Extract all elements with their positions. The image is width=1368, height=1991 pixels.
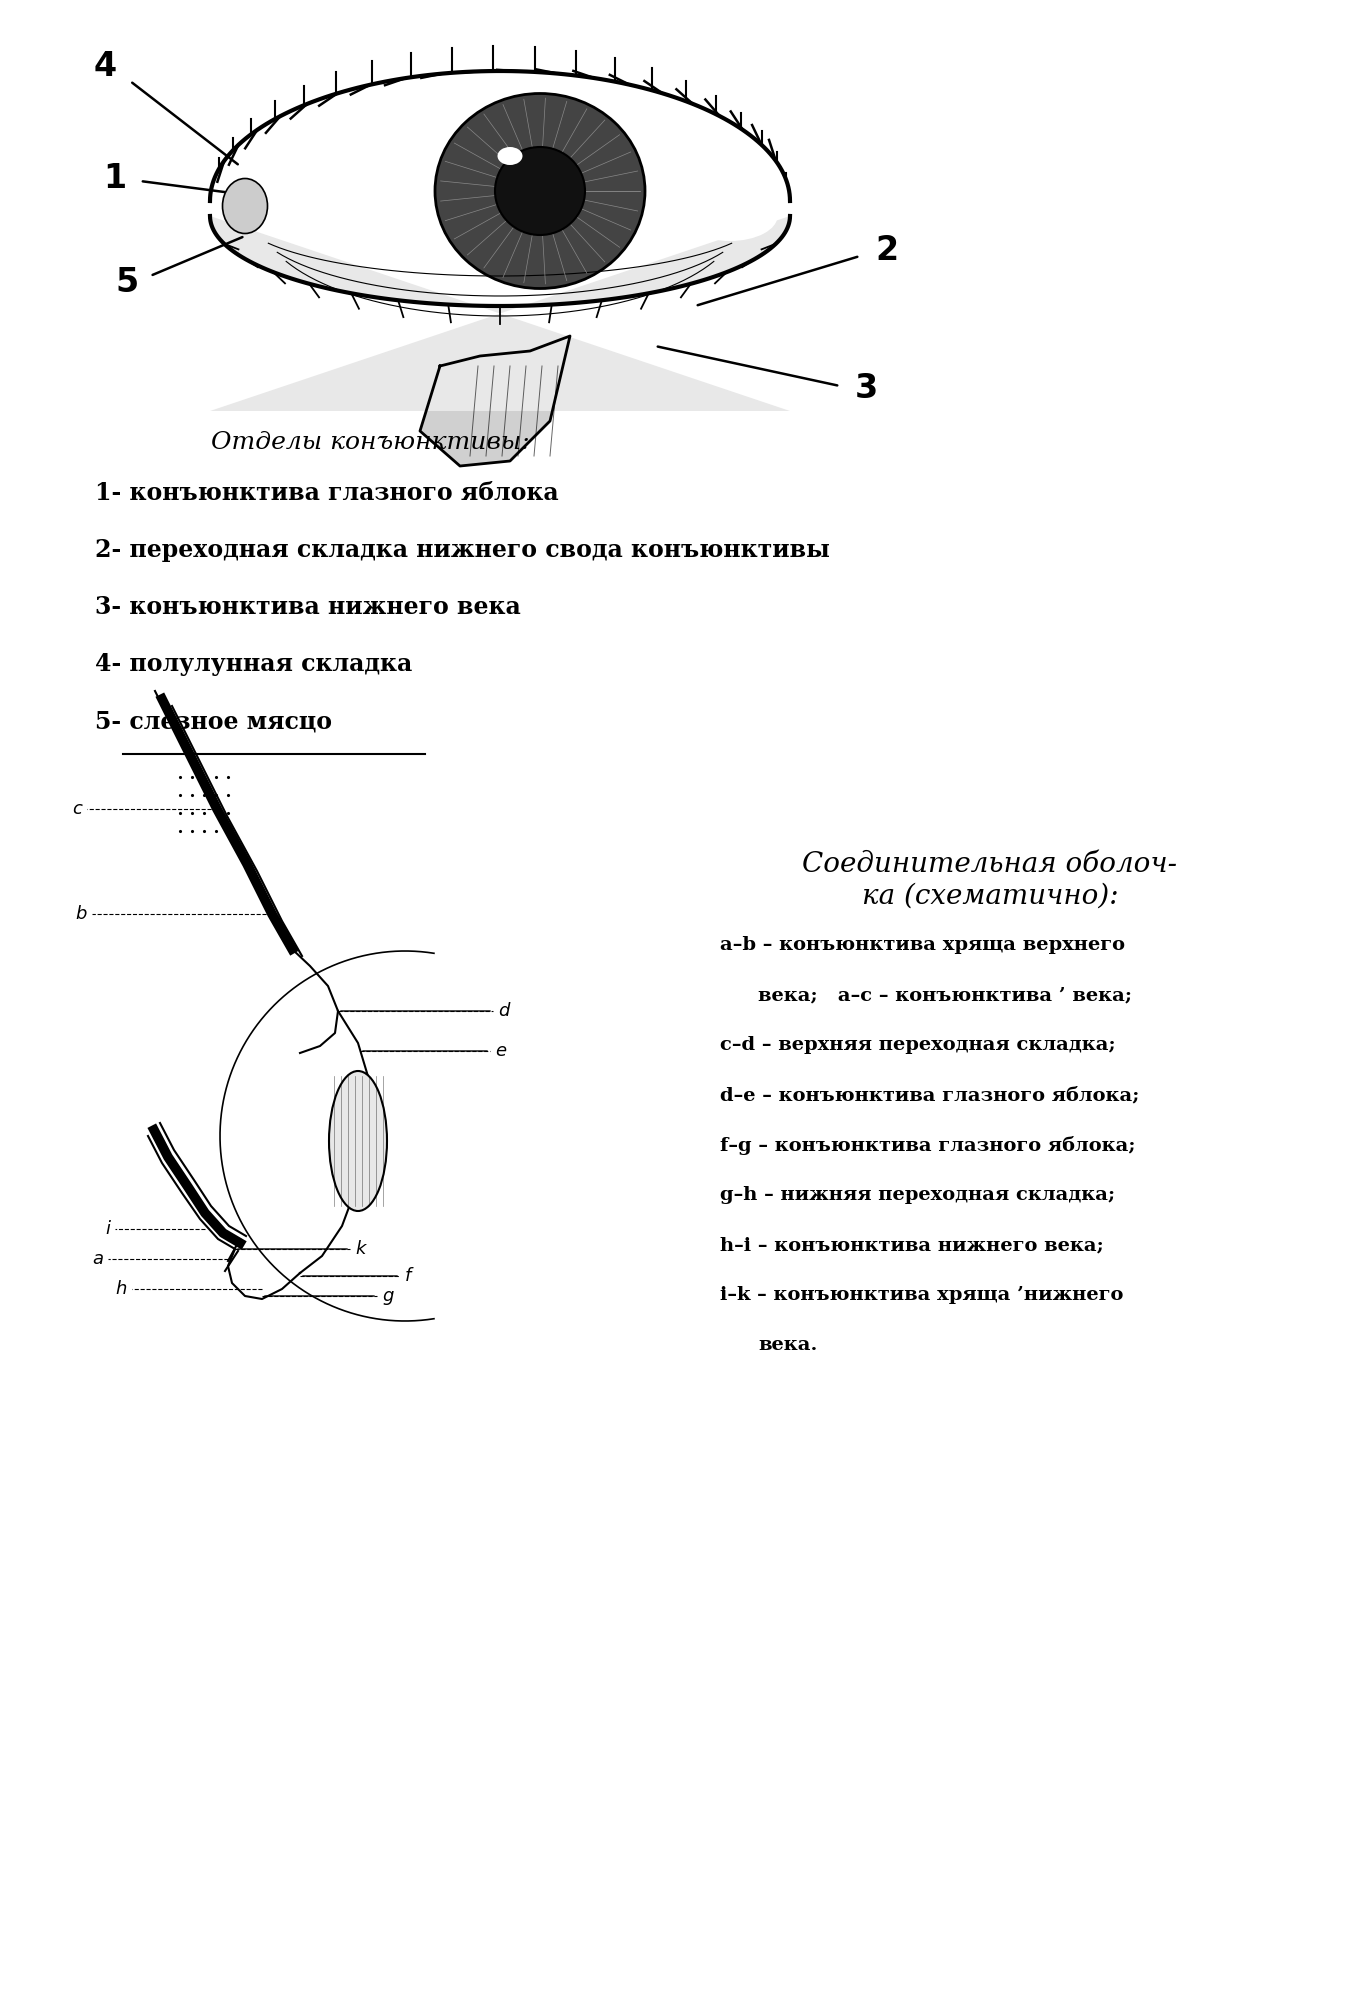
- Text: c: c: [73, 800, 82, 818]
- Text: 3- конъюнктива нижнего века: 3- конъюнктива нижнего века: [94, 595, 521, 619]
- Text: Соединительная оболоч-
ка (схематично):: Соединительная оболоч- ка (схематично):: [803, 850, 1178, 910]
- Text: 4: 4: [93, 50, 116, 82]
- Polygon shape: [211, 215, 789, 410]
- Ellipse shape: [328, 1071, 387, 1211]
- Text: d–e – конъюнктива глазного яблока;: d–e – конъюнктива глазного яблока;: [720, 1085, 1140, 1103]
- Text: h: h: [116, 1280, 127, 1298]
- Polygon shape: [420, 336, 570, 466]
- Text: g: g: [382, 1286, 394, 1304]
- Ellipse shape: [498, 147, 523, 165]
- Text: 5: 5: [115, 267, 138, 299]
- Ellipse shape: [223, 179, 268, 233]
- Text: g–h – нижняя переходная складка;: g–h – нижняя переходная складка;: [720, 1187, 1115, 1205]
- Text: века;   a–c – конъюнктива ’ века;: века; a–c – конъюнктива ’ века;: [758, 986, 1131, 1003]
- Text: 2- переходная складка нижнего свода конъюнктивы: 2- переходная складка нижнего свода конъ…: [94, 538, 830, 561]
- Text: Отделы конъюнктивы:: Отделы конъюнктивы:: [211, 430, 529, 454]
- Text: c–d – верхняя переходная складка;: c–d – верхняя переходная складка;: [720, 1035, 1116, 1053]
- Ellipse shape: [495, 147, 586, 235]
- Text: 1- конъюнктива глазного яблока: 1- конъюнктива глазного яблока: [94, 482, 558, 506]
- Ellipse shape: [683, 191, 777, 241]
- Text: d: d: [498, 1001, 509, 1019]
- Text: f–g – конъюнктива глазного яблока;: f–g – конъюнктива глазного яблока;: [720, 1137, 1135, 1155]
- Text: b: b: [75, 906, 88, 924]
- Ellipse shape: [290, 175, 399, 237]
- Text: века.: века.: [758, 1336, 817, 1354]
- Text: h–i – конъюнктива нижнего века;: h–i – конъюнктива нижнего века;: [720, 1236, 1104, 1254]
- Text: a–b – конъюнктива хряща верхнего: a–b – конъюнктива хряща верхнего: [720, 936, 1124, 954]
- Text: 1: 1: [104, 163, 127, 195]
- Text: a: a: [92, 1250, 103, 1268]
- Text: k: k: [356, 1240, 365, 1258]
- Text: 4- полулунная складка: 4- полулунная складка: [94, 651, 412, 677]
- Text: f: f: [405, 1266, 412, 1284]
- Polygon shape: [211, 72, 789, 307]
- Text: e: e: [495, 1041, 506, 1059]
- Text: 3: 3: [855, 372, 878, 406]
- Text: i–k – конъюнктива хряща ’нижнего: i–k – конъюнктива хряща ’нижнего: [720, 1286, 1123, 1304]
- Text: 5- слезное мясцо: 5- слезное мясцо: [94, 709, 332, 733]
- Text: 2: 2: [876, 235, 899, 267]
- Text: i: i: [105, 1220, 109, 1238]
- Ellipse shape: [435, 94, 644, 289]
